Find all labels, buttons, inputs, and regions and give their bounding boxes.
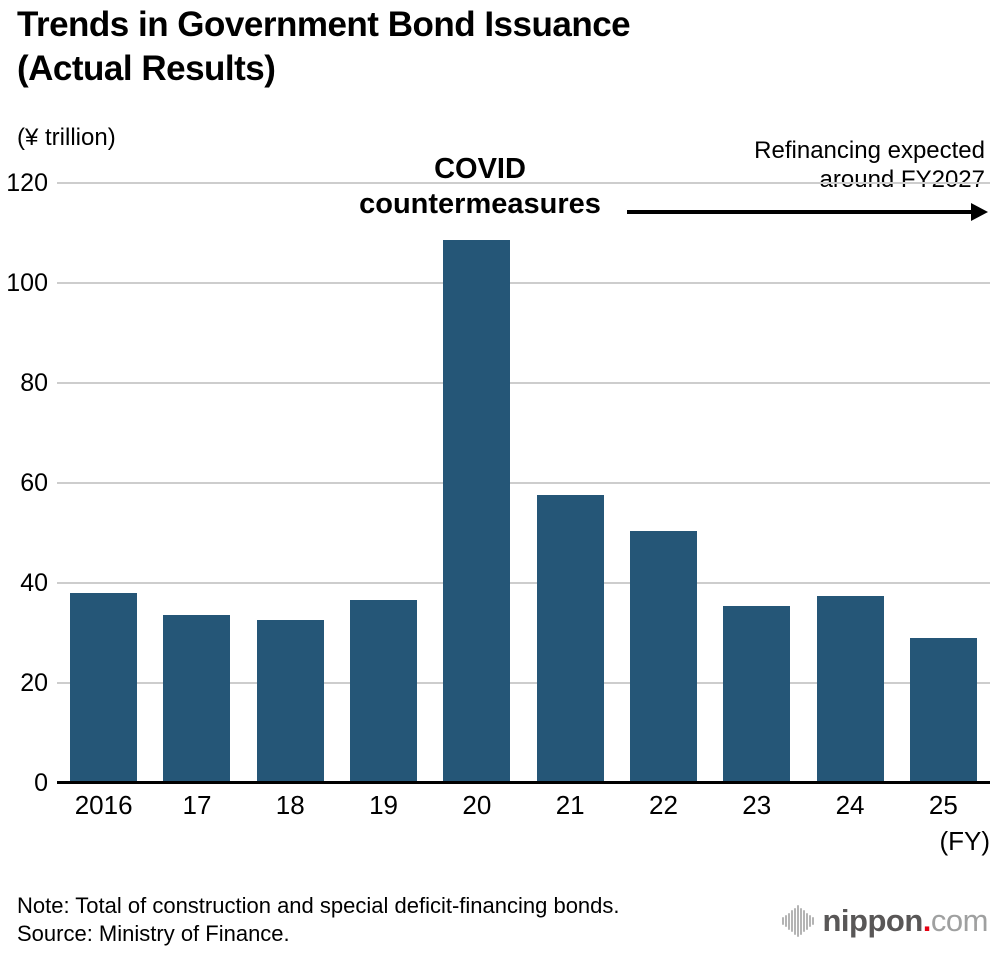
gridline-60 xyxy=(57,482,990,484)
gridline-40 xyxy=(57,582,990,584)
y-tick-label-40: 40 xyxy=(20,569,48,597)
logo-domain: com xyxy=(930,903,989,938)
chart-title: Trends in Government Bond Issuance (Actu… xyxy=(17,3,631,91)
refinancing-annotation-line1: Refinancing expected xyxy=(754,137,985,164)
x-tick-label-17: 17 xyxy=(182,790,212,820)
y-tick-label-80: 80 xyxy=(20,369,48,397)
x-tick-label-23: 23 xyxy=(742,790,772,820)
x-axis-suffix-label: (FY) xyxy=(939,826,990,856)
note-text: Note: Total of construction and special … xyxy=(17,893,620,918)
refinancing-annotation-line2: around FY2027 xyxy=(819,166,985,193)
gridline-80 xyxy=(57,382,990,384)
x-tick-label-19: 19 xyxy=(369,790,398,820)
plot-area xyxy=(57,182,990,783)
x-tick-label-24: 24 xyxy=(835,790,865,820)
x-tick-label-21: 21 xyxy=(555,790,585,820)
bar-fy23 xyxy=(723,606,791,783)
gridline-120 xyxy=(57,182,990,184)
bar-fy22 xyxy=(629,530,697,783)
y-axis-unit-label: (¥ trillion) xyxy=(17,124,116,151)
bar-fy20 xyxy=(443,240,511,783)
bar-fy19 xyxy=(350,600,418,783)
logo-name: nippon xyxy=(822,903,924,938)
bar-fy24 xyxy=(816,595,884,783)
logo-dot: . xyxy=(922,903,932,938)
y-tick-label-100: 100 xyxy=(6,269,48,297)
x-tick-label-22: 22 xyxy=(648,790,678,820)
x-tick-label-18: 18 xyxy=(275,790,305,820)
bar-fy21 xyxy=(536,494,604,783)
refinancing-annotation: Refinancing expected around FY2027 xyxy=(754,136,985,194)
x-tick-label-25: 25 xyxy=(928,790,958,820)
logo-text: nippon.com xyxy=(823,903,989,939)
y-tick-label-20: 20 xyxy=(20,669,48,697)
soundwave-bars-icon xyxy=(781,904,814,938)
gridline-100 xyxy=(57,282,990,284)
bar-fy17 xyxy=(163,615,231,783)
footnotes: Note: Total of construction and special … xyxy=(17,892,620,948)
nippon-com-logo: nippon.com xyxy=(781,903,989,939)
covid-annotation: COVID countermeasures xyxy=(330,152,630,222)
gridline-20 xyxy=(57,682,990,684)
x-tick-label-2016: 2016 xyxy=(74,790,133,820)
y-tick-label-0: 0 xyxy=(34,769,48,797)
source-text: Source: Ministry of Finance. xyxy=(17,921,290,946)
y-tick-label-60: 60 xyxy=(20,469,48,497)
chart-title-line2: (Actual Results) xyxy=(17,49,276,88)
covid-annotation-line1: COVID xyxy=(434,153,526,185)
right-arrow-icon xyxy=(627,210,973,214)
bar-fy25 xyxy=(909,638,977,783)
x-tick-label-20: 20 xyxy=(462,790,492,820)
chart-title-line1: Trends in Government Bond Issuance xyxy=(17,5,631,44)
bar-fy18 xyxy=(256,619,324,783)
bar-fy2016 xyxy=(70,593,138,783)
x-axis-line xyxy=(57,781,990,784)
y-tick-label-120: 120 xyxy=(6,169,48,197)
covid-annotation-line2: countermeasures xyxy=(359,188,601,220)
right-arrow-head-icon xyxy=(971,203,988,221)
